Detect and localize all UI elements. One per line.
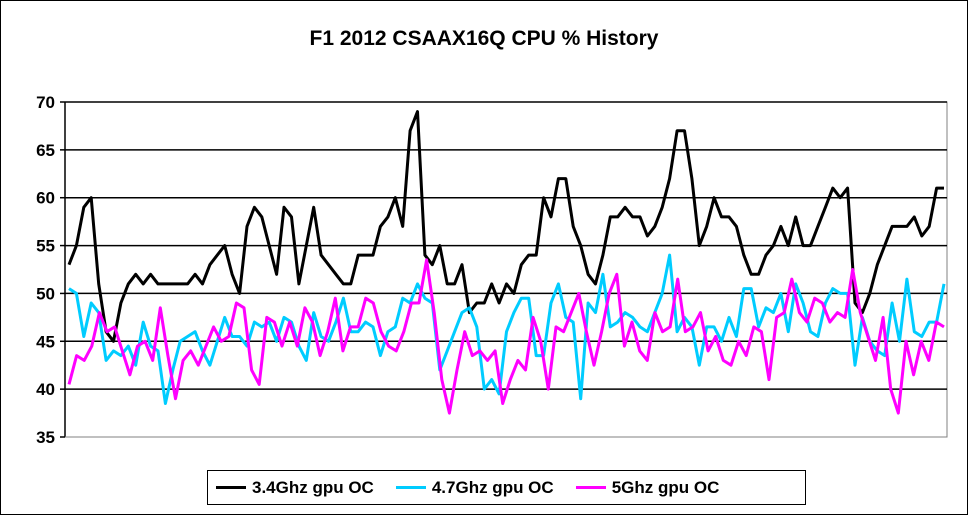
legend-swatch bbox=[216, 486, 246, 489]
legend-swatch bbox=[395, 486, 426, 489]
series-line-1 bbox=[67, 110, 944, 343]
legend-item-4-7ghz: 4.7Ghz gpu OC bbox=[395, 477, 554, 498]
legend-swatch bbox=[575, 486, 606, 489]
legend-label: 3.4Ghz gpu OC bbox=[252, 477, 374, 497]
series-line-3 bbox=[67, 258, 945, 415]
y-tick-label: 65 bbox=[36, 141, 55, 160]
legend-item-3-4ghz: 3.4Ghz gpu OC bbox=[216, 478, 374, 498]
series-line-2 bbox=[68, 253, 946, 405]
legend-label: 5Ghz gpu OC bbox=[611, 477, 720, 497]
y-tick-label: 70 bbox=[36, 93, 55, 112]
y-tick-label: 40 bbox=[36, 380, 55, 399]
legend-item-5ghz: 5Ghz gpu OC bbox=[575, 477, 720, 498]
plot-frame bbox=[64, 101, 948, 438]
legend: 3.4Ghz gpu OC 4.7Ghz gpu OC 5Ghz gpu OC bbox=[207, 470, 806, 505]
y-tick-label: 55 bbox=[36, 237, 55, 256]
y-tick-label: 60 bbox=[36, 189, 55, 208]
y-tick-label: 50 bbox=[36, 284, 55, 303]
y-tick-label: 35 bbox=[36, 428, 55, 447]
y-tick-label: 45 bbox=[36, 332, 55, 351]
legend-label: 4.7Ghz gpu OC bbox=[431, 477, 554, 497]
chart-title: F1 2012 CSAAX16Q CPU % History bbox=[309, 27, 659, 50]
